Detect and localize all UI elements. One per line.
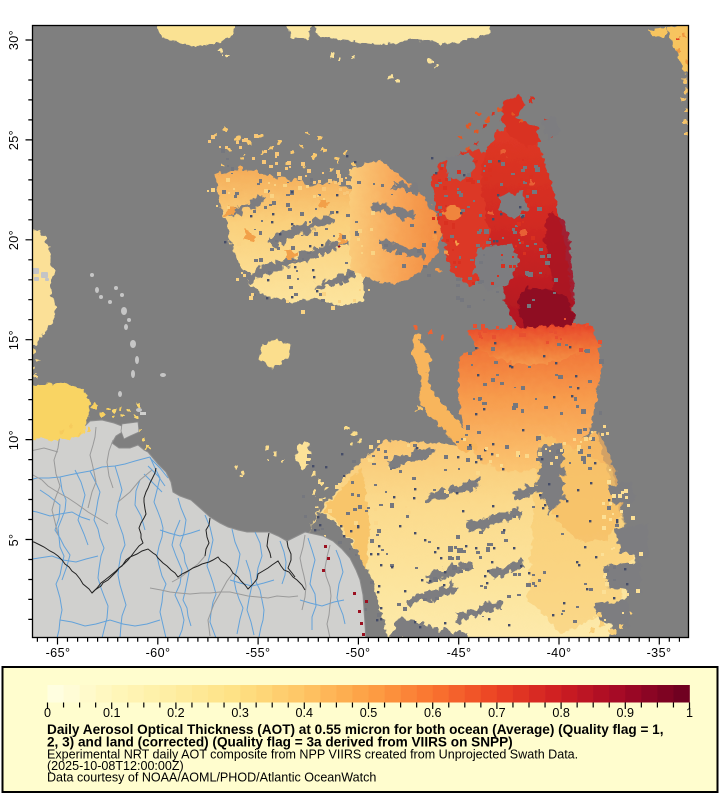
svg-text:0.6: 0.6 (424, 706, 442, 720)
svg-text:5°: 5° (7, 534, 21, 547)
svg-text:15°: 15° (7, 330, 21, 350)
svg-text:-60°: -60° (146, 646, 171, 660)
svg-text:30°: 30° (7, 30, 21, 50)
svg-text:-40°: -40° (547, 646, 572, 660)
svg-text:(2025-10-08T12:00:00Z): (2025-10-08T12:00:00Z) (47, 759, 184, 773)
svg-text:0.9: 0.9 (617, 706, 635, 720)
svg-text:0.4: 0.4 (296, 706, 314, 720)
svg-text:Data courtesy of NOAA/AOML/PHO: Data courtesy of NOAA/AOML/PHOD/Atlantic… (47, 771, 376, 785)
svg-text:0.7: 0.7 (488, 706, 506, 720)
svg-text:Experimental NRT daily AOT com: Experimental NRT daily AOT composite fro… (47, 748, 578, 762)
svg-text:-45°: -45° (447, 646, 472, 660)
svg-text:-65°: -65° (46, 646, 71, 660)
svg-text:0.8: 0.8 (552, 706, 570, 720)
svg-text:0: 0 (44, 706, 51, 720)
svg-text:2, 3) and land (corrected) (Qu: 2, 3) and land (corrected) (Quality flag… (47, 735, 513, 750)
svg-text:0.1: 0.1 (103, 706, 121, 720)
svg-text:20°: 20° (7, 230, 21, 250)
svg-text:10°: 10° (7, 430, 21, 450)
svg-text:0.3: 0.3 (231, 706, 249, 720)
svg-text:1: 1 (686, 706, 693, 720)
svg-text:-55°: -55° (246, 646, 271, 660)
svg-text:25°: 25° (7, 130, 21, 150)
svg-text:0.2: 0.2 (167, 706, 185, 720)
svg-text:0.5: 0.5 (360, 706, 378, 720)
svg-text:Daily Aerosol Optical Thicknes: Daily Aerosol Optical Thickness (AOT) at… (47, 722, 664, 737)
svg-text:-50°: -50° (346, 646, 371, 660)
svg-text:-35°: -35° (647, 646, 672, 660)
